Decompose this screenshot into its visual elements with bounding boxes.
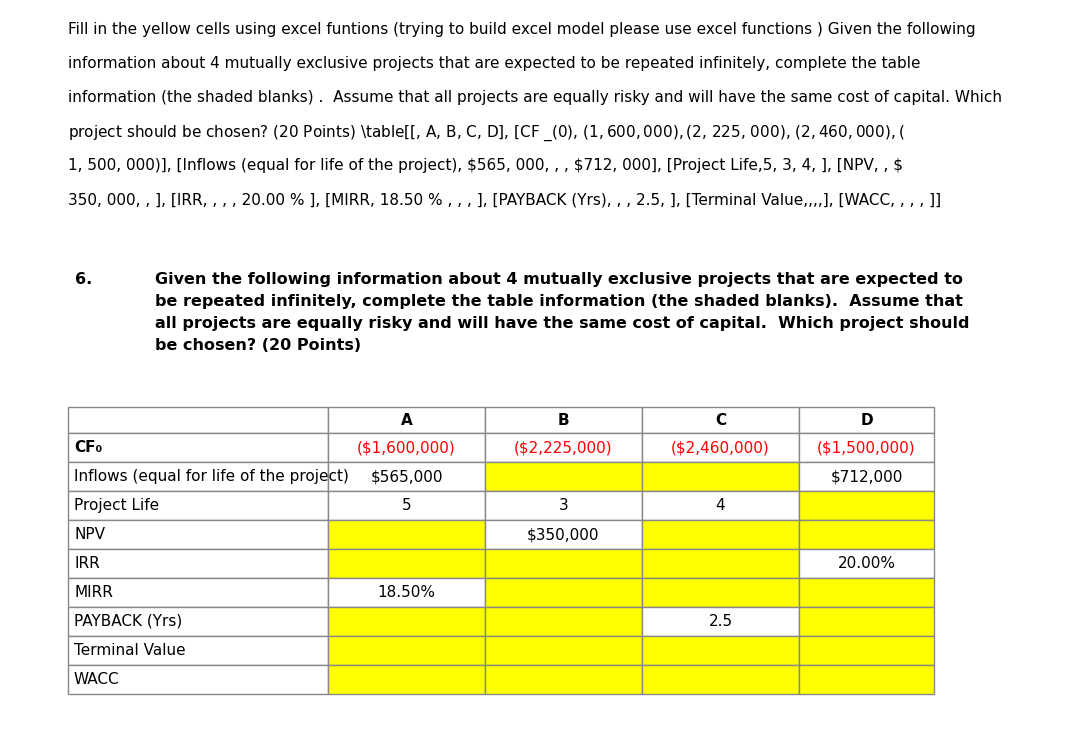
Text: $712,000: $712,000	[831, 469, 903, 484]
Text: 4: 4	[716, 498, 726, 513]
Bar	[68, 491, 328, 520]
Bar	[485, 549, 642, 578]
Text: 2.5: 2.5	[708, 614, 732, 629]
Text: 1, 500, 000)], [Inflows (equal for life of the project), $565, 000, , , $712, 00: 1, 500, 000)], [Inflows (equal for life …	[68, 158, 903, 173]
Bar	[799, 607, 934, 636]
Text: WACC: WACC	[75, 672, 120, 687]
Bar	[328, 433, 485, 462]
Bar	[68, 578, 328, 607]
Text: D: D	[860, 413, 873, 427]
Text: CF₀: CF₀	[75, 440, 103, 455]
Text: project should be chosen? (20 Points) \table[[, A, B, C, D], [CF _(0), ($1, 600,: project should be chosen? (20 Points) \t…	[68, 124, 905, 144]
Bar	[642, 491, 799, 520]
Bar	[485, 491, 642, 520]
Text: information (the shaded blanks) .  Assume that all projects are equally risky an: information (the shaded blanks) . Assume…	[68, 90, 1002, 105]
Text: 20.00%: 20.00%	[837, 556, 895, 571]
Bar	[485, 462, 642, 491]
Bar	[68, 407, 328, 433]
Text: 18.50%: 18.50%	[378, 585, 435, 600]
Bar	[799, 462, 934, 491]
Bar	[68, 462, 328, 491]
Bar	[642, 433, 799, 462]
Text: all projects are equally risky and will have the same cost of capital.  Which pr: all projects are equally risky and will …	[156, 316, 970, 331]
Bar	[642, 636, 799, 665]
Text: MIRR: MIRR	[75, 585, 113, 600]
Text: ($1,500,000): ($1,500,000)	[818, 440, 916, 455]
Bar	[485, 578, 642, 607]
Bar	[799, 520, 934, 549]
Text: B: B	[557, 413, 569, 427]
Bar	[642, 520, 799, 549]
Bar	[642, 407, 799, 433]
Bar	[799, 578, 934, 607]
Text: $350,000: $350,000	[527, 527, 599, 542]
Bar	[799, 636, 934, 665]
Text: 350, 000, , ], [IRR, , , , 20.00 % ], [MIRR, 18.50 % , , , ], [PAYBACK (Yrs), , : 350, 000, , ], [IRR, , , , 20.00 % ], [M…	[68, 192, 941, 207]
Text: PAYBACK (Yrs): PAYBACK (Yrs)	[75, 614, 183, 629]
Text: Given the following information about 4 mutually exclusive projects that are exp: Given the following information about 4 …	[156, 272, 963, 287]
Bar	[328, 665, 485, 694]
Text: Terminal Value: Terminal Value	[75, 643, 186, 658]
Bar	[642, 578, 799, 607]
Bar	[68, 433, 328, 462]
Bar	[799, 549, 934, 578]
Bar	[642, 549, 799, 578]
Text: C: C	[715, 413, 726, 427]
Text: 6.: 6.	[75, 272, 92, 287]
Bar	[68, 549, 328, 578]
Text: 5: 5	[402, 498, 411, 513]
Text: Project Life: Project Life	[75, 498, 159, 513]
Text: information about 4 mutually exclusive projects that are expected to be repeated: information about 4 mutually exclusive p…	[68, 56, 920, 71]
Text: A: A	[401, 413, 413, 427]
Bar	[642, 607, 799, 636]
Bar	[328, 636, 485, 665]
Bar	[328, 607, 485, 636]
Text: NPV: NPV	[75, 527, 105, 542]
Text: be repeated infinitely, complete the table information (the shaded blanks).  Ass: be repeated infinitely, complete the tab…	[156, 294, 963, 309]
Bar	[485, 407, 642, 433]
Bar	[68, 607, 328, 636]
Bar	[642, 665, 799, 694]
Text: ($2,460,000): ($2,460,000)	[671, 440, 770, 455]
Bar	[485, 636, 642, 665]
Bar	[485, 607, 642, 636]
Bar	[485, 665, 642, 694]
Bar	[485, 433, 642, 462]
Bar	[328, 549, 485, 578]
Text: be chosen? (20 Points): be chosen? (20 Points)	[156, 338, 361, 353]
Text: ($2,225,000): ($2,225,000)	[514, 440, 612, 455]
Bar	[328, 578, 485, 607]
Text: Inflows (equal for life of the project): Inflows (equal for life of the project)	[75, 469, 349, 484]
Bar	[68, 520, 328, 549]
Text: Fill in the yellow cells using excel funtions (trying to build excel model pleas: Fill in the yellow cells using excel fun…	[68, 22, 975, 37]
Bar	[799, 491, 934, 520]
Bar	[68, 665, 328, 694]
Bar	[642, 462, 799, 491]
Text: $565,000: $565,000	[370, 469, 443, 484]
Text: IRR: IRR	[75, 556, 99, 571]
Bar	[328, 462, 485, 491]
Bar	[799, 665, 934, 694]
Bar	[328, 491, 485, 520]
Bar	[68, 636, 328, 665]
Bar	[328, 520, 485, 549]
Bar	[799, 407, 934, 433]
Bar	[799, 433, 934, 462]
Text: ($1,600,000): ($1,600,000)	[357, 440, 456, 455]
Bar	[328, 407, 485, 433]
Text: 3: 3	[558, 498, 568, 513]
Bar	[485, 520, 642, 549]
